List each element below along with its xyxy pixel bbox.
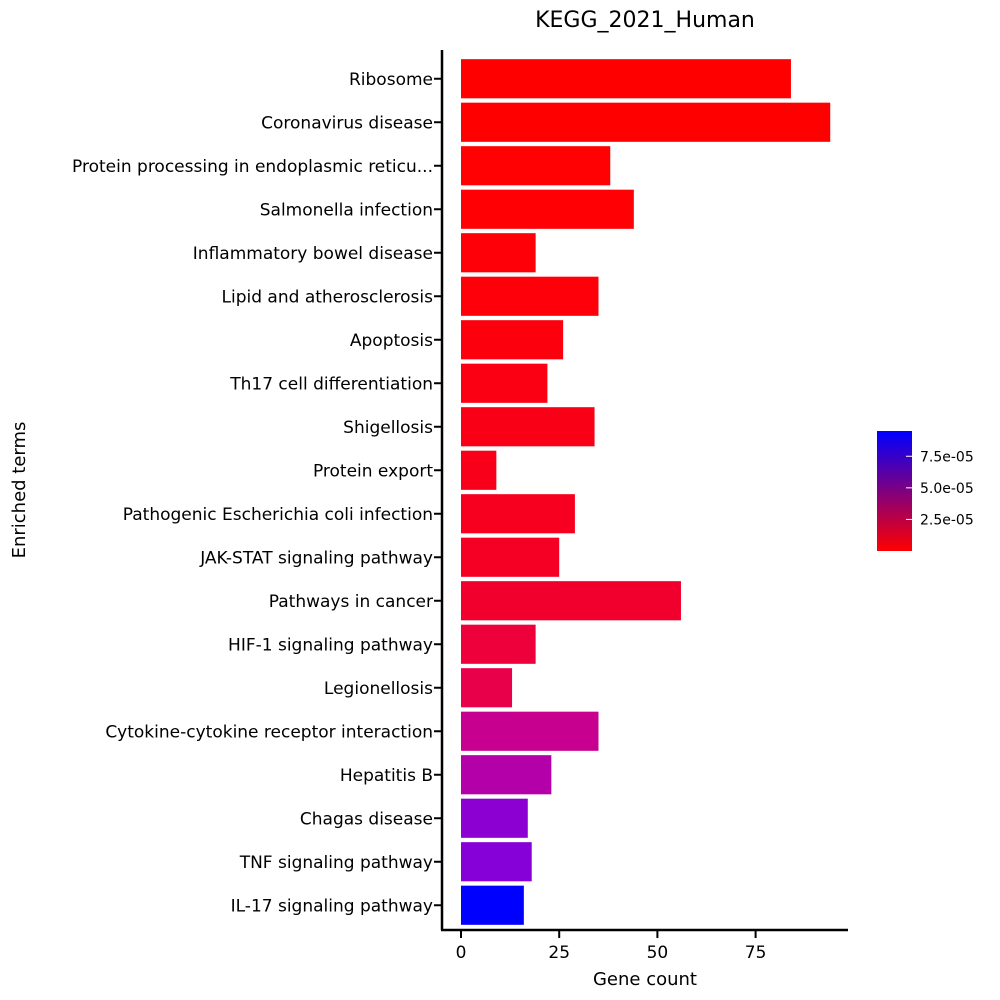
y-tick-label: Lipid and atherosclerosis: [222, 287, 434, 307]
x-tick-label: 75: [745, 943, 767, 963]
bar: [461, 146, 611, 186]
bar: [461, 276, 599, 316]
bar: [461, 624, 536, 664]
y-tick-label: HIF-1 signaling pathway: [228, 635, 433, 655]
bar: [461, 537, 560, 577]
chart-title: KEGG_2021_Human: [535, 8, 755, 33]
bar: [461, 798, 528, 838]
bar: [461, 842, 532, 882]
bar: [461, 102, 831, 142]
x-axis-title: Gene count: [593, 969, 697, 990]
colorbar-ticks: 7.5e-05 5.0e-05 2.5e-05: [906, 449, 974, 528]
y-tick-label: Legionellosis: [324, 679, 433, 699]
bars-group: [461, 59, 831, 925]
y-tick-label: TNF signaling pathway: [239, 853, 433, 873]
y-tick-label: Th17 cell differentiation: [229, 374, 433, 394]
bar: [461, 755, 552, 795]
y-tick-labels: Ribosome Coronavirus disease Protein proce…: [72, 70, 442, 916]
bar: [461, 363, 548, 403]
y-tick-label: Inflammatory bowel disease: [193, 244, 433, 264]
bar: [461, 494, 575, 534]
y-tick-label: Ribosome: [349, 70, 433, 90]
x-tick-label: 25: [548, 943, 570, 963]
y-tick-label: Protein export: [313, 461, 433, 481]
colorbar-tick-label: 5.0e-05: [920, 481, 974, 497]
colorbar: [877, 431, 912, 551]
colorbar-tick-label: 2.5e-05: [920, 512, 974, 528]
x-ticks: 0 25 50 75: [456, 930, 767, 963]
bar: [461, 320, 564, 360]
y-tick-label: Protein processing in endoplasmic reticu…: [72, 157, 433, 177]
y-tick-label: JAK-STAT signaling pathway: [199, 548, 433, 568]
bar: [461, 668, 513, 708]
y-axis-title: Enriched terms: [9, 422, 30, 559]
y-tick-label: IL-17 signaling pathway: [231, 896, 433, 916]
bar: [461, 189, 634, 229]
bar: [461, 885, 524, 925]
y-tick-label: Hepatitis B: [340, 766, 433, 786]
bar: [461, 233, 536, 273]
x-tick-label: 0: [456, 943, 467, 963]
y-tick-label: Pathways in cancer: [269, 592, 433, 612]
colorbar-tick-label: 7.5e-05: [920, 449, 974, 465]
y-tick-label: Pathogenic Escherichia coli infection: [123, 505, 433, 525]
y-tick-label: Salmonella infection: [260, 200, 433, 220]
bar: [461, 450, 497, 490]
bar: [461, 581, 681, 621]
y-tick-label: Shigellosis: [343, 418, 433, 438]
x-tick-label: 50: [647, 943, 669, 963]
y-tick-label: Apoptosis: [350, 331, 433, 351]
bar: [461, 59, 791, 99]
y-tick-label: Chagas disease: [300, 809, 433, 829]
y-tick-label: Cytokine-cytokine receptor interaction: [105, 722, 433, 742]
y-tick-label: Coronavirus disease: [261, 113, 433, 133]
bar: [461, 711, 599, 751]
bar: [461, 407, 595, 447]
